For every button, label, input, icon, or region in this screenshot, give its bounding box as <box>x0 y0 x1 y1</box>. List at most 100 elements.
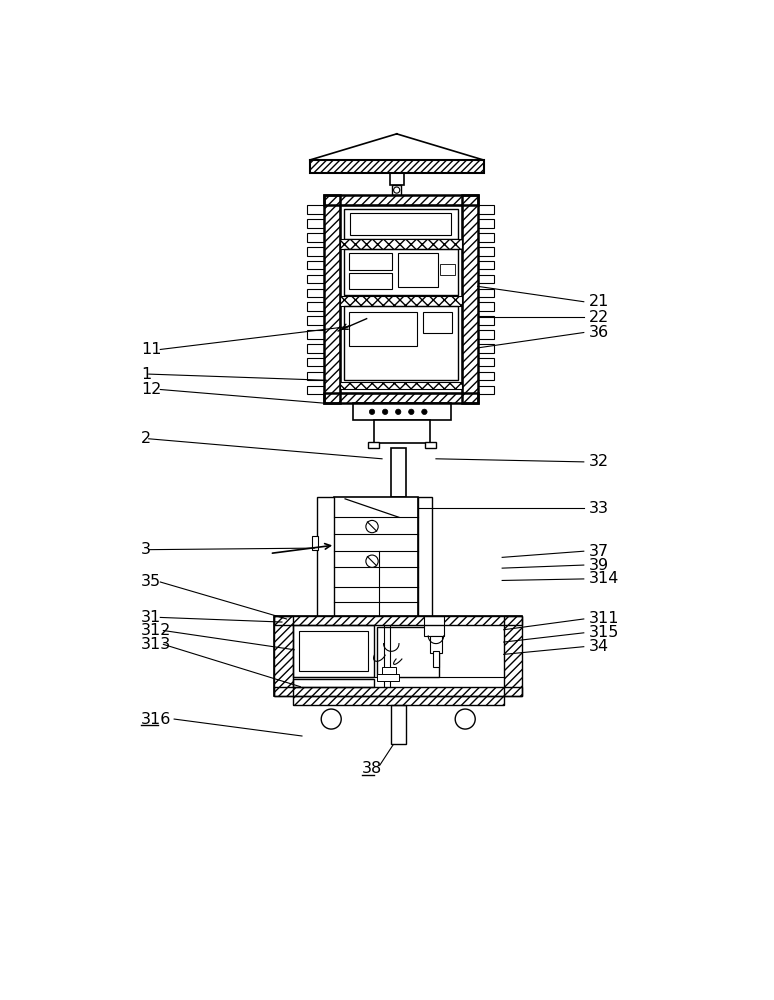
Bar <box>504 616 522 696</box>
Bar <box>368 442 379 448</box>
Bar <box>340 296 462 306</box>
Text: 313: 313 <box>141 637 171 652</box>
Bar <box>293 696 504 705</box>
Bar <box>274 616 293 696</box>
Bar <box>344 209 457 239</box>
Bar <box>307 289 324 297</box>
Bar <box>334 497 418 620</box>
Bar <box>324 195 340 403</box>
Bar <box>425 442 436 448</box>
Bar <box>462 195 478 403</box>
Bar <box>430 636 442 653</box>
Text: 12: 12 <box>141 382 162 397</box>
Bar <box>391 705 406 744</box>
Bar <box>293 625 375 677</box>
Bar <box>307 247 324 256</box>
Bar <box>462 195 478 403</box>
Bar <box>390 173 403 185</box>
Bar <box>274 616 293 696</box>
Bar <box>307 275 324 283</box>
Bar <box>382 667 396 674</box>
Bar <box>378 674 399 681</box>
Bar <box>274 616 522 696</box>
Text: 31: 31 <box>141 610 161 625</box>
Text: 36: 36 <box>588 325 608 340</box>
Text: 312: 312 <box>141 623 171 638</box>
Bar <box>440 264 455 275</box>
Bar <box>478 275 495 283</box>
Bar <box>353 403 451 420</box>
Circle shape <box>396 409 401 415</box>
Bar <box>423 312 452 333</box>
Bar <box>293 696 504 705</box>
Bar <box>307 316 324 325</box>
Circle shape <box>455 709 475 729</box>
Text: 1: 1 <box>141 367 151 382</box>
Bar <box>324 195 478 205</box>
Circle shape <box>409 409 414 415</box>
Bar <box>375 420 430 443</box>
Circle shape <box>382 409 388 415</box>
Bar <box>299 631 368 671</box>
Bar <box>398 253 438 287</box>
Bar <box>310 160 484 173</box>
Bar <box>478 289 495 297</box>
Bar <box>274 616 522 625</box>
Circle shape <box>369 409 375 415</box>
Bar <box>307 358 324 366</box>
Bar <box>433 651 439 667</box>
Bar <box>478 372 495 380</box>
Bar <box>344 306 457 380</box>
Bar <box>307 386 324 394</box>
Circle shape <box>422 409 427 415</box>
Bar <box>478 247 495 256</box>
Bar <box>391 448 406 497</box>
Circle shape <box>394 187 399 193</box>
Bar <box>307 372 324 380</box>
Text: 314: 314 <box>588 571 618 586</box>
Text: 35: 35 <box>141 574 161 589</box>
Bar <box>478 205 495 214</box>
Bar <box>340 382 462 389</box>
Bar <box>340 382 462 389</box>
Text: 33: 33 <box>588 501 608 516</box>
Bar <box>340 239 462 249</box>
Bar <box>340 205 462 393</box>
Text: 21: 21 <box>588 294 609 309</box>
Bar <box>478 330 495 339</box>
Bar <box>351 213 451 235</box>
Bar <box>349 273 392 289</box>
Text: 311: 311 <box>588 611 619 626</box>
Text: 32: 32 <box>588 454 608 469</box>
Text: 316: 316 <box>141 712 171 727</box>
Bar <box>349 253 392 270</box>
Bar <box>307 233 324 242</box>
Bar <box>478 302 495 311</box>
Bar <box>478 358 495 366</box>
Text: 34: 34 <box>588 639 608 654</box>
Bar <box>293 679 375 687</box>
Bar <box>478 316 495 325</box>
Bar <box>274 687 522 696</box>
Bar <box>418 497 432 620</box>
Bar <box>307 205 324 214</box>
Bar <box>324 195 478 205</box>
Bar <box>340 296 462 306</box>
Text: 11: 11 <box>141 342 162 357</box>
Bar <box>317 497 334 620</box>
Bar <box>378 627 439 677</box>
Bar <box>307 261 324 269</box>
Bar <box>478 261 495 269</box>
Text: 37: 37 <box>588 544 608 559</box>
Bar <box>307 302 324 311</box>
Bar <box>307 330 324 339</box>
Bar <box>274 687 522 696</box>
Bar <box>478 386 495 394</box>
Bar <box>324 393 478 403</box>
Text: 2: 2 <box>141 431 151 446</box>
Bar <box>310 160 484 173</box>
Bar <box>274 616 522 625</box>
Bar <box>324 393 478 403</box>
Bar <box>423 616 444 636</box>
Bar <box>344 249 457 295</box>
